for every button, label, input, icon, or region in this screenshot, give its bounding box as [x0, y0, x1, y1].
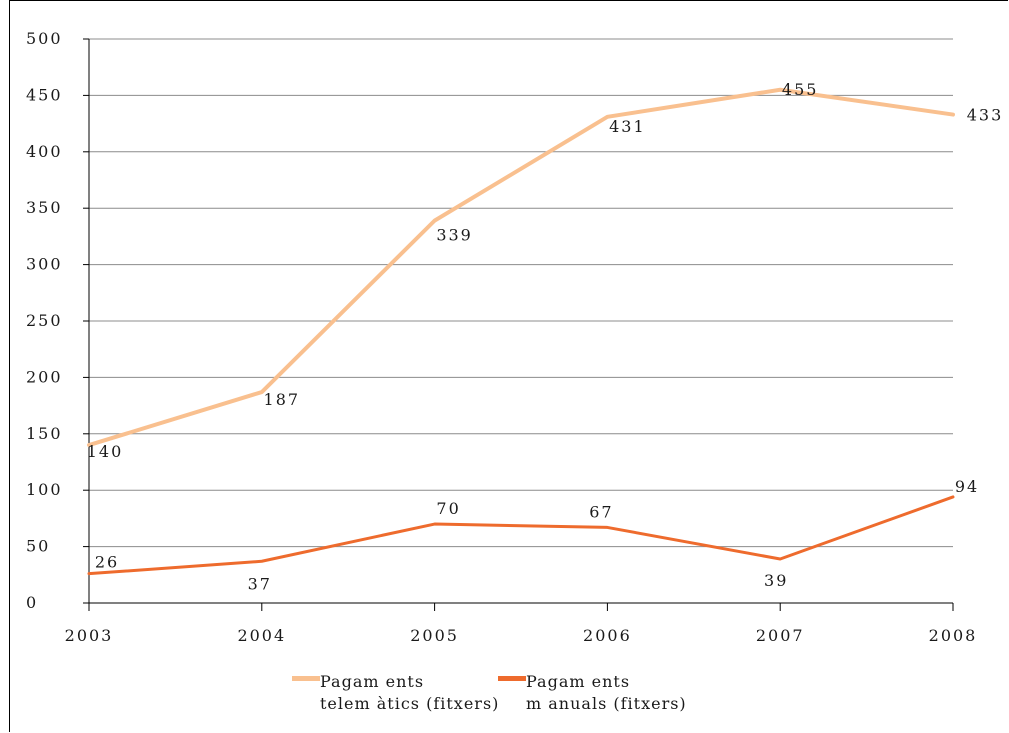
y-tick-label: 0 [26, 593, 38, 612]
y-tick-label: 300 [26, 255, 63, 274]
data-label: 187 [264, 390, 301, 409]
y-tick-label: 150 [26, 424, 63, 443]
axes [83, 38, 954, 611]
data-label: 431 [609, 117, 646, 136]
chart-frame [9, 0, 1008, 732]
series-line-manual [87, 495, 955, 576]
series-lines [87, 87, 955, 576]
data-label: 433 [967, 106, 1004, 125]
x-axis-tick-labels: 2003 2004 2005 2006 2007 2008 [65, 626, 978, 645]
data-label: 67 [589, 502, 613, 521]
data-labels: 140 187 339 431 455 433 26 37 70 67 39 94 [87, 80, 1004, 594]
y-tick-label: 350 [26, 198, 63, 217]
legend-label: Pagam ents [526, 672, 630, 691]
x-tick-label: 2007 [756, 626, 805, 645]
gridlines [89, 38, 953, 548]
y-tick-label: 450 [26, 85, 63, 104]
x-tick-label: 2003 [65, 626, 114, 645]
y-tick-label: 200 [26, 367, 63, 386]
legend-swatch [498, 676, 526, 681]
data-label: 455 [782, 80, 819, 99]
data-label: 339 [436, 226, 473, 245]
x-tick-label: 2006 [583, 626, 632, 645]
y-tick-label: 400 [26, 142, 63, 161]
y-tick-label: 500 [26, 29, 63, 48]
legend-label: Pagam ents [320, 672, 424, 691]
legend-swatch [292, 676, 320, 681]
x-tick-label: 2008 [929, 626, 978, 645]
series-line-telematics [87, 87, 955, 448]
x-tick-label: 2005 [410, 626, 459, 645]
legend-label: m anuals (fitxers) [526, 694, 687, 713]
data-label: 39 [764, 571, 788, 590]
x-tick-label: 2004 [237, 626, 286, 645]
data-label: 26 [95, 553, 119, 572]
data-label: 94 [955, 477, 979, 496]
y-tick-label: 100 [26, 480, 63, 499]
legend-label: telem àtics (fitxers) [320, 694, 499, 713]
data-label: 140 [87, 442, 124, 461]
legend: Pagam ents telem àtics (fitxers) Pagam ent… [292, 672, 687, 713]
y-tick-label: 250 [26, 311, 63, 330]
y-tick-label: 50 [26, 537, 50, 556]
data-label: 70 [436, 499, 460, 518]
data-label: 37 [248, 574, 272, 593]
y-axis-tick-labels: 0 50 100 150 200 250 300 350 400 450 500 [26, 29, 63, 612]
